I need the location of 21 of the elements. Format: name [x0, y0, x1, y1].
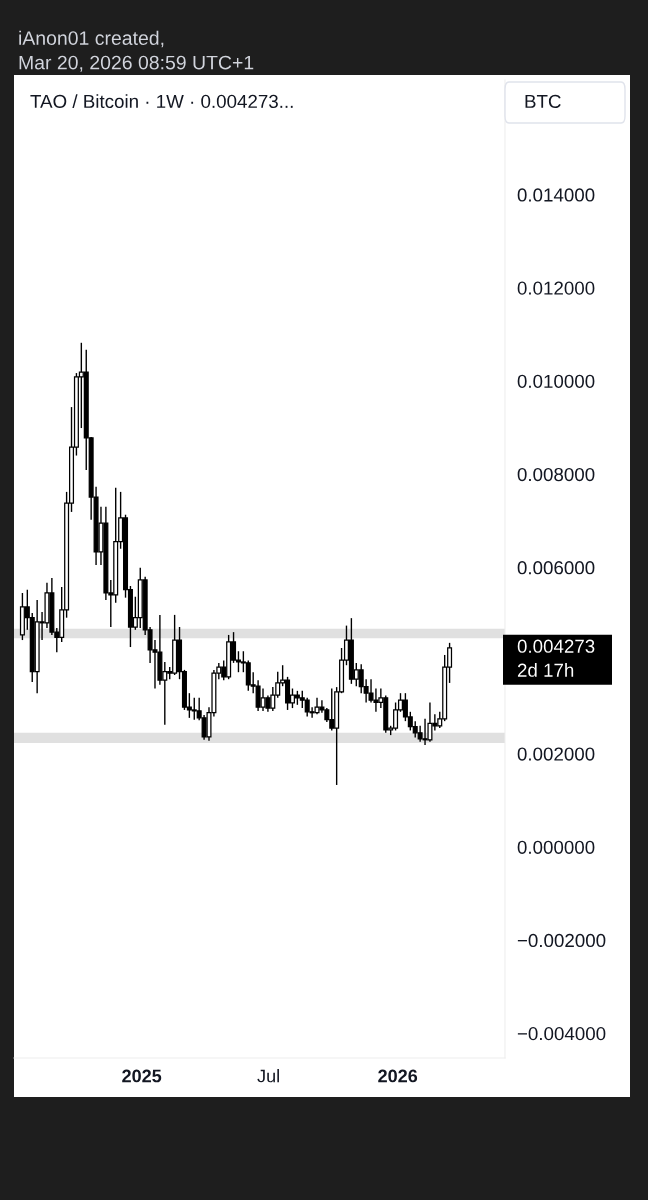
x-tick-label: 2026	[378, 1069, 418, 1083]
y-tick-label: 0.002000	[517, 747, 595, 761]
text: 0.004273	[517, 639, 595, 653]
chart-subtitle: iAnon01 created, Mar 20, 2026 08:59 UTC+1	[19, 30, 254, 72]
y-tick-label: −0.004000	[517, 1027, 606, 1041]
x-tick-label: Jul	[257, 1069, 279, 1083]
x-tick-label: 2025	[122, 1069, 162, 1083]
text: 2d 17h	[517, 663, 574, 677]
y-tick-label: 0.006000	[517, 561, 595, 575]
candlestick	[422, 718, 428, 746]
y-tick-label: 0.014000	[517, 188, 595, 202]
y-tick-label: 0.010000	[517, 374, 595, 388]
y-axis-title: BTC	[525, 94, 561, 109]
y-tick-label: 0.000000	[517, 840, 595, 854]
candlestick	[255, 679, 261, 712]
candlestick	[304, 697, 310, 718]
y-tick-label: 0.008000	[517, 467, 595, 482]
y-tick-label: −0.002000	[517, 933, 606, 948]
candlestick	[260, 687, 266, 712]
y-tick-label: 0.012000	[517, 281, 595, 295]
text: TAO / Bitcoin · 1W · 0.004273...	[30, 94, 293, 109]
